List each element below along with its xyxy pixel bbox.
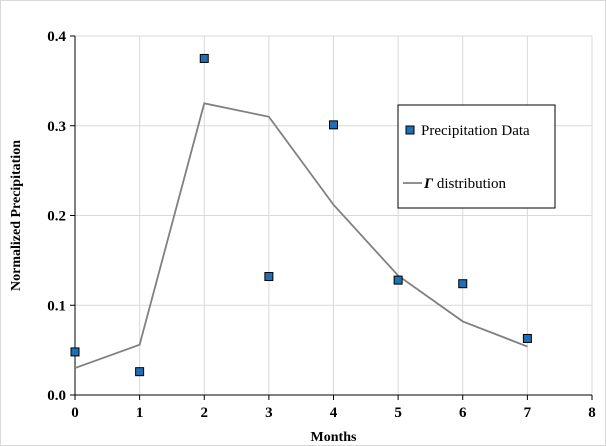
grid-layer bbox=[75, 35, 593, 395]
x-axis-title: Months bbox=[311, 430, 357, 445]
precipitation-point-2 bbox=[199, 53, 209, 63]
gamma-symbol: Γ bbox=[423, 176, 434, 192]
labels-layer: 0 1 2 3 4 5 6 7 8 0.0 0.1 0.2 0.3 0.4 bbox=[47, 29, 596, 421]
legend-label-precipitation-data: Precipitation Data bbox=[421, 123, 530, 139]
y-tick-label-2: 0.2 bbox=[47, 209, 66, 225]
y-axis-title: Normalized Precipitation bbox=[9, 140, 24, 291]
legend-box bbox=[397, 104, 556, 209]
legend-marker-precipitation-data bbox=[405, 125, 415, 135]
gamma-distribution-line bbox=[74, 102, 528, 369]
series-layer bbox=[70, 53, 532, 377]
precipitation-point-1 bbox=[135, 367, 145, 377]
precipitation-point-7 bbox=[522, 333, 532, 343]
x-tick-label-1: 1 bbox=[136, 405, 144, 421]
axes-layer bbox=[70, 35, 593, 400]
x-tick-label-6: 6 bbox=[459, 405, 467, 421]
precipitation-point-6 bbox=[458, 279, 468, 289]
x-tick-label-2: 2 bbox=[201, 405, 209, 421]
x-tick-label-5: 5 bbox=[394, 405, 402, 421]
legend-label-gamma-distribution: Γ distribution bbox=[423, 176, 506, 192]
x-tick-label-3: 3 bbox=[265, 405, 273, 421]
precipitation-point-5 bbox=[393, 275, 403, 285]
x-tick-label-4: 4 bbox=[330, 405, 338, 421]
precipitation-point-4 bbox=[329, 120, 338, 130]
distribution-label: distribution bbox=[433, 176, 506, 192]
precipitation-point-0 bbox=[70, 347, 80, 357]
y-tick-label-0: 0.0 bbox=[47, 388, 66, 404]
x-tick-label-8: 8 bbox=[588, 405, 596, 421]
legend: Precipitation Data Γ distribution bbox=[397, 104, 556, 209]
x-tick-label-0: 0 bbox=[71, 405, 79, 421]
x-tick-label-7: 7 bbox=[524, 405, 532, 421]
y-tick-label-4: 0.4 bbox=[47, 29, 66, 45]
y-tick-label-3: 0.3 bbox=[47, 119, 66, 135]
precipitation-point-3 bbox=[264, 272, 274, 282]
y-tick-label-1: 0.1 bbox=[47, 298, 66, 314]
